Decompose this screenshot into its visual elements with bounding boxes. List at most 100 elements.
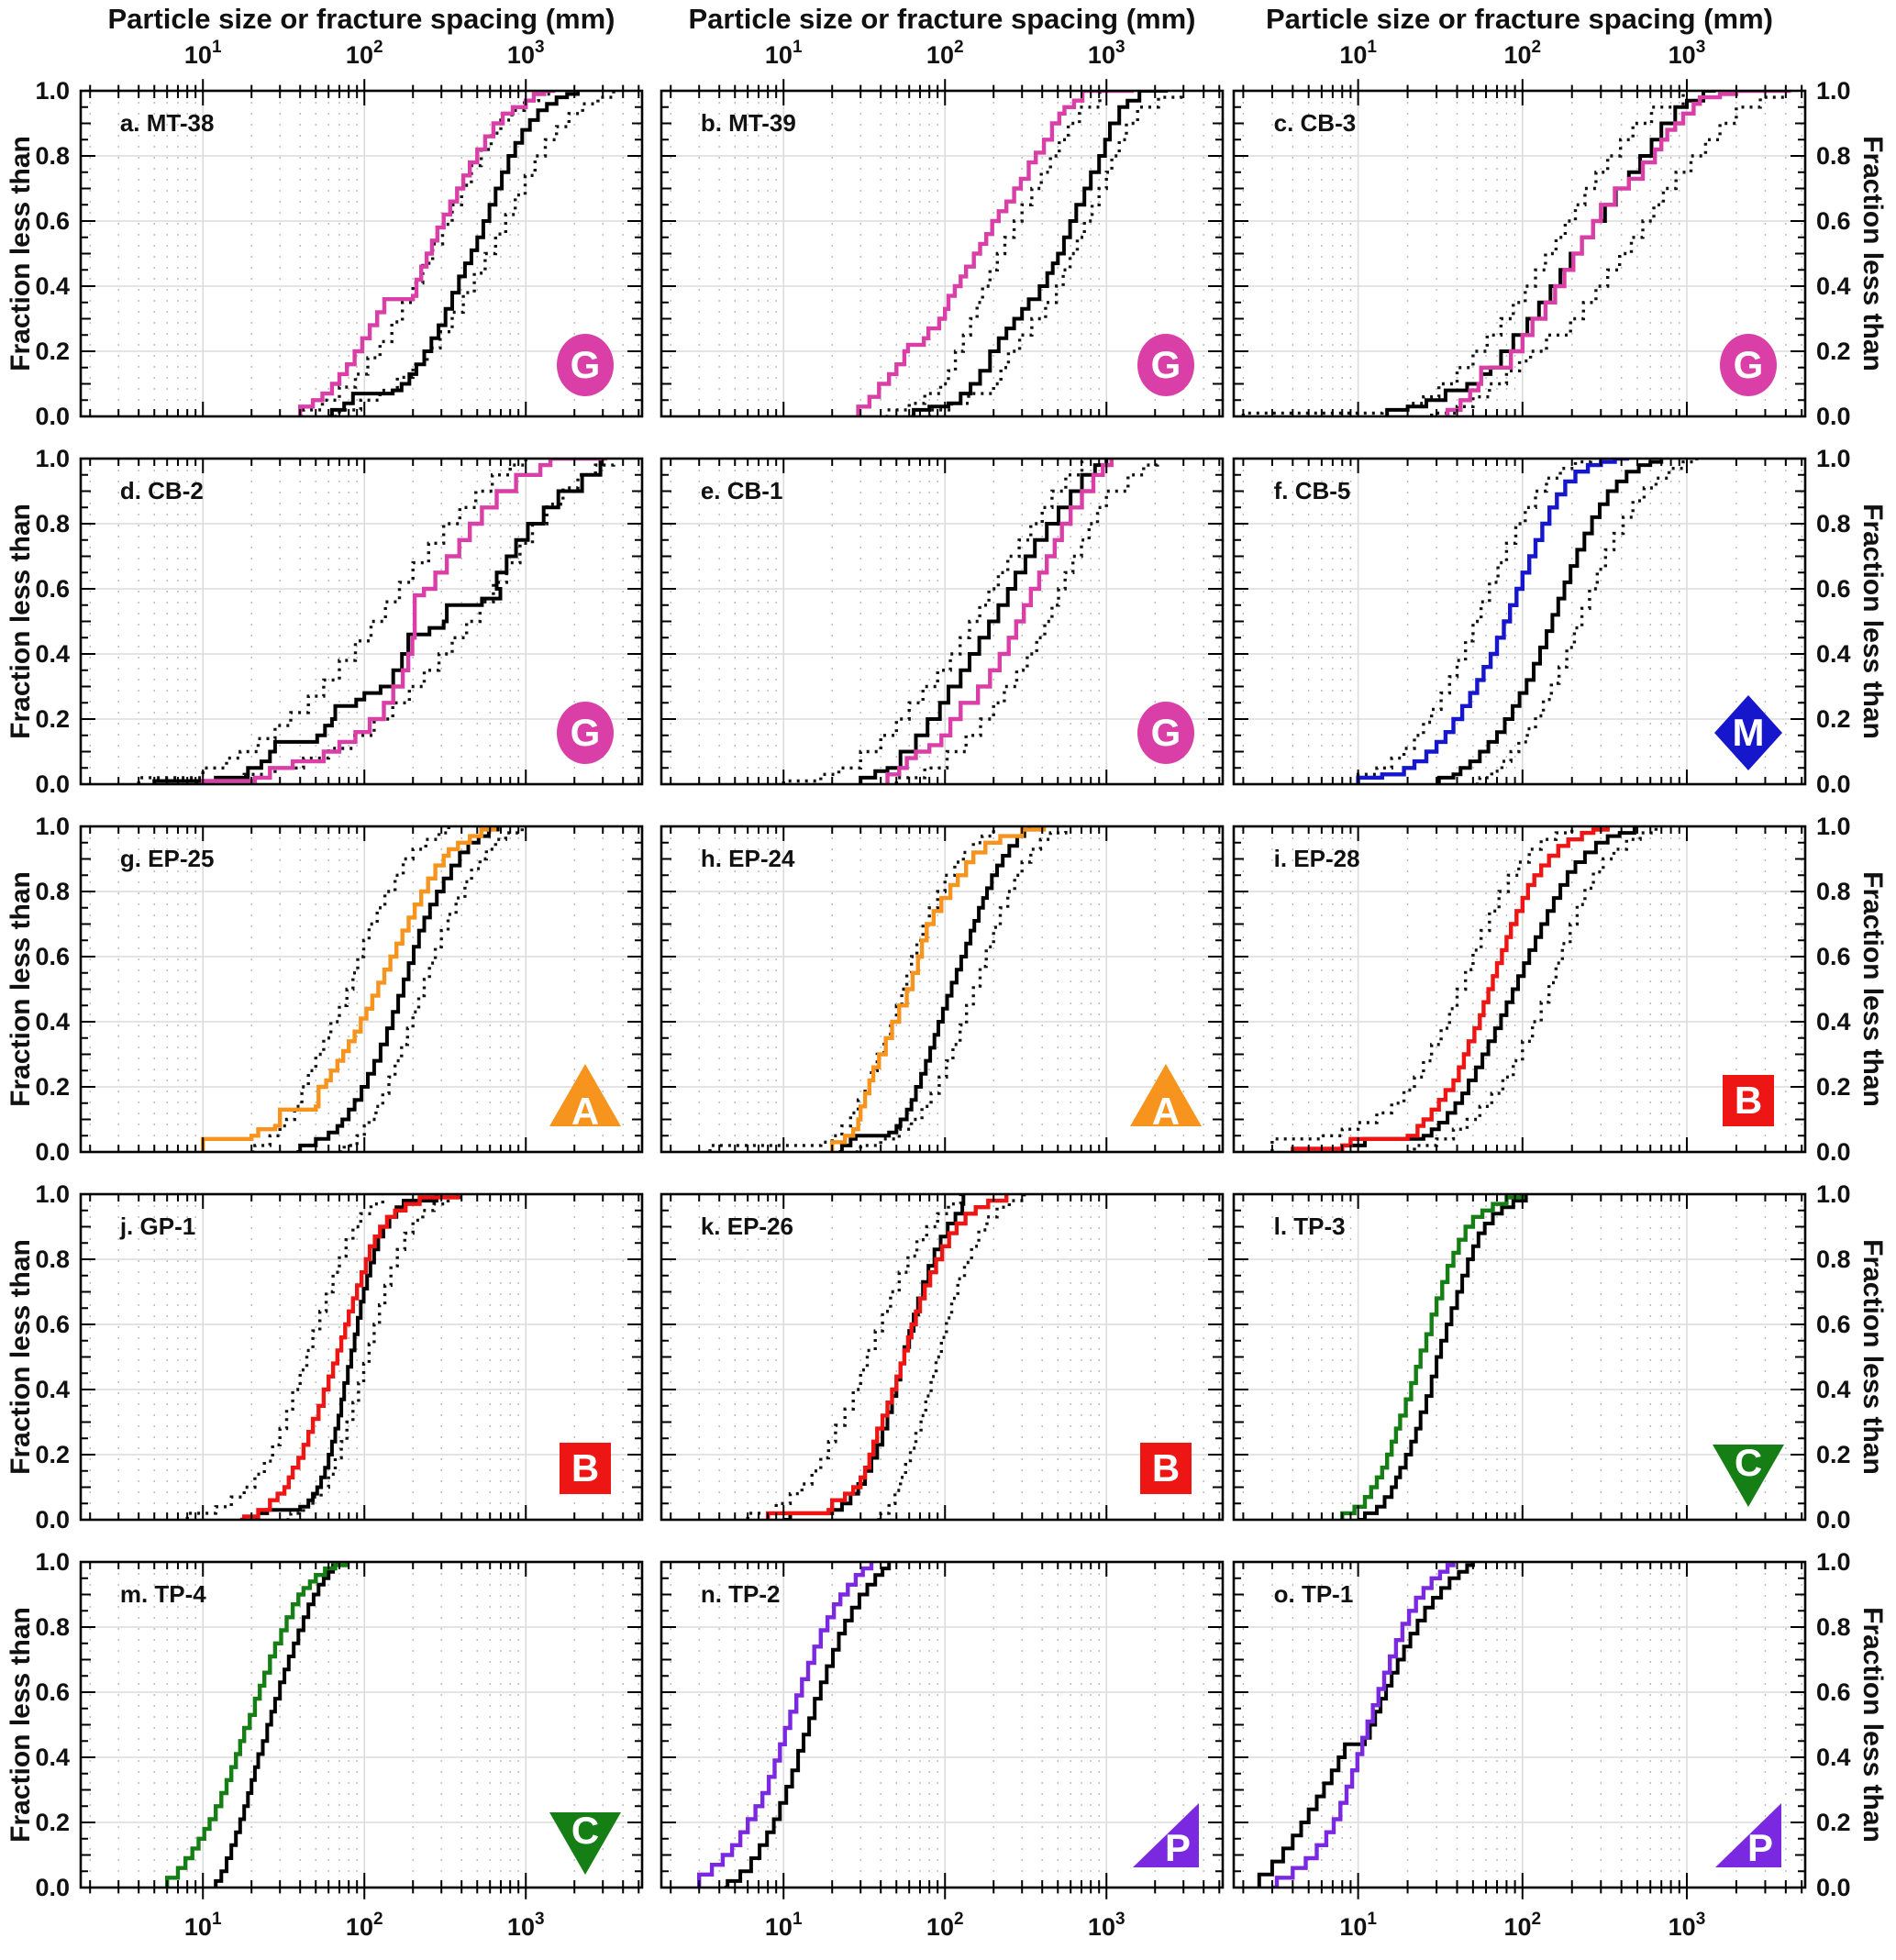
group-badge-G: G: [557, 334, 614, 396]
panel-f: f. CB-5 M 0.0 0.2 0.4 0.6 0.8 1.0 Fraction less …: [1232, 445, 1888, 798]
sample-cdf-curve: [201, 826, 497, 1152]
badge-letter-C: C: [1735, 1441, 1762, 1484]
y-tick-label: 0.8: [35, 142, 70, 170]
y-tick-label: 0.8: [1816, 1613, 1851, 1641]
y-tick-label: 0.0: [1816, 770, 1851, 798]
y-tick-label: 0.8: [35, 878, 70, 905]
confidence-bound-lower-curve: [1270, 826, 1574, 1152]
y-tick-label: 0.0: [35, 770, 70, 798]
panel-border: [660, 1560, 1225, 1889]
sample-cdf-curve: [201, 459, 608, 784]
panel-j: j. GP-1 B 0.0 0.2 0.4 0.6 0.8 1.0 Fraction less …: [6, 1180, 644, 1534]
y-tick-label: 0.0: [35, 1506, 70, 1534]
confidence-bound-upper-curve: [195, 459, 615, 784]
y-tick-label: 0.2: [35, 1441, 70, 1468]
x-tick-label: 102: [926, 38, 964, 69]
panel-label-a: a. MT-38: [120, 109, 215, 137]
confidence-bound-upper-curve: [1407, 826, 1658, 1152]
panel-n: n. TP-2 P 101 102 103 Particle size or fractu…: [660, 1560, 1225, 1960]
sample-cdf-curve: [1291, 826, 1610, 1152]
badge-letter-G: G: [1151, 711, 1181, 754]
panel-h: h. EP-24 A: [660, 825, 1225, 1154]
group-badge-C: C: [1713, 1441, 1784, 1507]
x-axis-title-top: Particle size or fracture spacing (mm): [688, 3, 1195, 35]
y-tick-label: 0.6: [35, 1678, 70, 1706]
panel-label-m: m. TP-4: [120, 1580, 206, 1608]
group-badge-B: B: [1723, 1075, 1774, 1126]
panel-border: [1232, 1560, 1807, 1889]
y-tick-label: 0.6: [35, 1311, 70, 1338]
x-tick-label: 103: [1088, 1910, 1125, 1941]
panel-label-i: i. EP-28: [1274, 845, 1360, 872]
group-badge-M: M: [1714, 695, 1782, 770]
y-tick-label: 0.0: [35, 1874, 70, 1901]
group-badge-B: B: [1140, 1443, 1192, 1494]
y-tick-label: 0.4: [1816, 1008, 1851, 1035]
y-tick-label: 0.2: [1816, 705, 1851, 733]
reference-cdf-curve: [1436, 459, 1664, 784]
panel-l: l. TP-3 C 0.0 0.2 0.4 0.6 0.8 1.0 Fraction less …: [1232, 1180, 1888, 1534]
reference-cdf-curve: [783, 1194, 966, 1520]
x-tick-label: 102: [1503, 1910, 1541, 1941]
panel-label-b: b. MT-39: [701, 109, 796, 137]
y-tick-label: 0.0: [1816, 1874, 1851, 1901]
sample-cdf-curve: [766, 1194, 1009, 1520]
confidence-bound-upper-curve: [1475, 459, 1699, 784]
y-tick-label: 0.6: [1816, 575, 1851, 603]
y-tick-label: 0.2: [1816, 1073, 1851, 1101]
panel-a: a. MT-38 G 0.0 0.2 0.4 0.6 0.8 1.0 Fraction less…: [6, 3, 644, 430]
x-tick-label: 103: [507, 1910, 545, 1941]
confidence-bound-lower-curve: [185, 1194, 384, 1520]
y-tick-label: 0.8: [35, 1613, 70, 1641]
x-tick-label: 103: [507, 38, 545, 69]
y-axis-title-left: Fraction less than: [6, 504, 36, 739]
y-tick-label: 0.2: [1816, 1809, 1851, 1836]
reference-cdf-curve: [214, 1562, 339, 1888]
confidence-bound-upper-curve: [894, 459, 1159, 784]
y-tick-label: 0.4: [35, 1008, 70, 1035]
x-tick-label: 103: [1669, 1910, 1706, 1941]
y-tick-label: 1.0: [1816, 1548, 1851, 1576]
group-badge-G: G: [1137, 334, 1194, 396]
confidence-bound-lower-curve: [885, 91, 1102, 416]
reference-cdf-curve: [1340, 826, 1636, 1152]
y-axis-title-right: Fraction less than: [1857, 871, 1888, 1107]
badge-letter-G: G: [571, 711, 601, 754]
panel-label-g: g. EP-25: [120, 845, 215, 872]
group-badge-P: P: [1133, 1803, 1199, 1869]
y-axis-title-right: Fraction less than: [1857, 1607, 1888, 1843]
reference-cdf-curve: [296, 826, 500, 1152]
x-axis-title-bottom: Particle size or fracture spacing (mm): [1266, 1958, 1773, 1960]
y-tick-label: 0.0: [35, 403, 70, 430]
confidence-bound-upper-curve: [334, 91, 615, 416]
sample-cdf-curve: [239, 1194, 460, 1520]
panel-border: [1232, 1192, 1807, 1522]
panel-border: [79, 1560, 644, 1889]
badge-letter-G: G: [571, 343, 601, 386]
group-badge-G: G: [1720, 334, 1777, 396]
sample-cdf-curve: [1340, 1194, 1525, 1520]
group-badge-A: A: [1130, 1064, 1202, 1133]
panel-label-k: k. EP-26: [701, 1213, 793, 1240]
y-tick-label: 0.4: [35, 1744, 70, 1771]
y-tick-label: 0.2: [35, 705, 70, 733]
y-tick-label: 0.0: [1816, 1506, 1851, 1534]
reference-cdf-curve: [1257, 1562, 1475, 1888]
panel-border: [660, 825, 1225, 1154]
y-tick-label: 0.2: [1816, 1441, 1851, 1468]
y-tick-label: 0.8: [35, 510, 70, 537]
reference-cdf-curve: [859, 459, 1109, 784]
confidence-bound-upper-curve: [929, 91, 1183, 416]
confidence-bound-lower-curve: [251, 826, 450, 1152]
y-tick-label: 0.6: [1816, 1678, 1851, 1706]
confidence-bound-lower-curve: [300, 91, 554, 416]
panel-k: k. EP-26 B: [660, 1192, 1225, 1522]
sample-cdf-curve: [165, 1562, 349, 1888]
confidence-bound-lower-curve: [1241, 91, 1685, 416]
badge-letter-B: B: [571, 1446, 599, 1489]
y-axis-title-left: Fraction less than: [6, 871, 36, 1107]
badge-letter-B: B: [1152, 1446, 1180, 1489]
panel-m: m. TP-4 C 0.0 0.2 0.4 0.6 0.8 1.0 Fraction less …: [6, 1548, 644, 1960]
